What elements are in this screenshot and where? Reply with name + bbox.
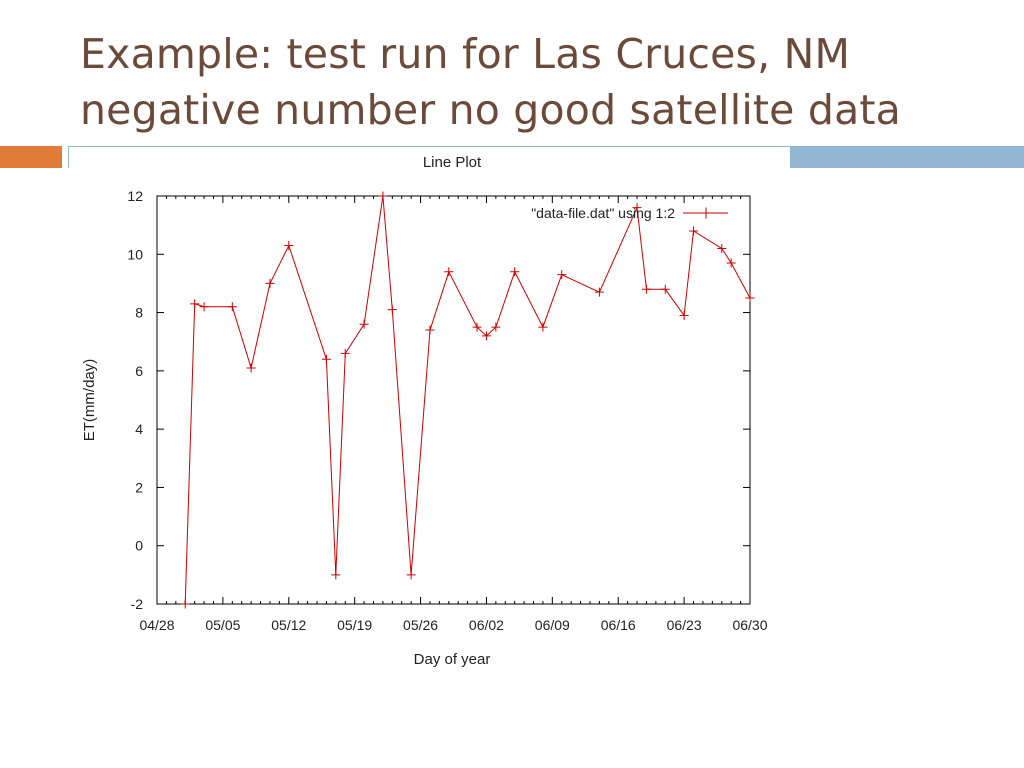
data-point-marker xyxy=(444,267,454,277)
data-point-marker xyxy=(359,319,369,329)
slide-title-line-2: negative number no good satellite data xyxy=(80,86,901,134)
x-axis-label: Day of year xyxy=(414,651,491,668)
data-point-marker xyxy=(538,322,548,332)
y-tick-label: -2 xyxy=(131,596,144,612)
data-point-marker xyxy=(284,241,294,251)
slide-title-line-1: Example: test run for Las Cruces, NM xyxy=(80,30,851,78)
legend-label: "data-file.dat" using 1:2 xyxy=(531,205,675,221)
x-tick-label: 06/02 xyxy=(469,617,504,633)
data-point-marker xyxy=(190,299,200,309)
data-point-marker xyxy=(481,331,491,341)
data-point-marker xyxy=(679,310,689,320)
data-point-marker xyxy=(594,287,604,297)
data-point-marker xyxy=(180,599,190,609)
data-point-marker xyxy=(717,243,727,253)
x-tick-label: 05/05 xyxy=(205,617,240,633)
data-point-marker xyxy=(491,322,501,332)
data-point-marker xyxy=(726,258,736,268)
data-point-marker xyxy=(199,302,209,312)
data-point-marker xyxy=(265,278,275,288)
series-marks xyxy=(180,191,755,609)
data-point-marker xyxy=(557,270,567,280)
x-tick-label: 06/16 xyxy=(601,617,636,633)
data-point-marker xyxy=(510,267,520,277)
chart-title: Line Plot xyxy=(423,154,482,171)
x-tick-label: 06/23 xyxy=(667,617,702,633)
plot-frame xyxy=(156,195,751,605)
y-tick-label: 0 xyxy=(135,538,143,554)
accent-bar-orange xyxy=(0,146,62,168)
x-tick-label: 04/28 xyxy=(139,617,174,633)
y-axis-label: ET(mm/day) xyxy=(81,359,98,442)
data-point-marker xyxy=(425,325,435,335)
data-point-marker xyxy=(745,293,755,303)
data-point-marker xyxy=(406,570,416,580)
x-tick-label: 05/12 xyxy=(271,617,306,633)
data-point-marker xyxy=(641,284,651,294)
accent-bar-blue xyxy=(790,146,1024,168)
slide-title: Example: test run for Las Cruces, NM neg… xyxy=(80,26,1000,138)
y-tick-label: 2 xyxy=(135,479,143,495)
y-tick-label: 4 xyxy=(135,421,143,437)
x-tick-label: 05/19 xyxy=(337,617,372,633)
x-tick-label: 05/26 xyxy=(403,617,438,633)
y-tick-label: 8 xyxy=(135,305,143,321)
data-point-marker xyxy=(472,322,482,332)
y-tick-label: 12 xyxy=(127,188,143,204)
data-point-marker xyxy=(340,348,350,358)
data-point-marker xyxy=(321,354,331,364)
accent-tick xyxy=(68,146,69,168)
data-point-marker xyxy=(632,203,642,213)
axis-ticks: -2 0 2 4 6 8 10 12 04/28 05/05 05/12 05/19 05/26 06/0… xyxy=(127,188,767,633)
x-tick-label: 06/30 xyxy=(732,617,767,633)
legend: "data-file.dat" using 1:2 xyxy=(531,205,728,221)
data-point-marker xyxy=(246,363,256,373)
y-tick-label: 10 xyxy=(127,246,143,262)
x-tick-label: 06/09 xyxy=(535,617,570,633)
data-point-marker xyxy=(660,284,670,294)
y-tick-label: 6 xyxy=(135,363,143,379)
series-line xyxy=(184,195,751,605)
data-point-marker xyxy=(689,226,699,236)
data-point-marker xyxy=(227,302,237,312)
data-point-marker xyxy=(331,570,341,580)
legend-marker xyxy=(700,207,712,219)
data-point-marker xyxy=(387,305,397,315)
data-point-marker xyxy=(378,191,388,201)
accent-rule xyxy=(68,146,790,147)
